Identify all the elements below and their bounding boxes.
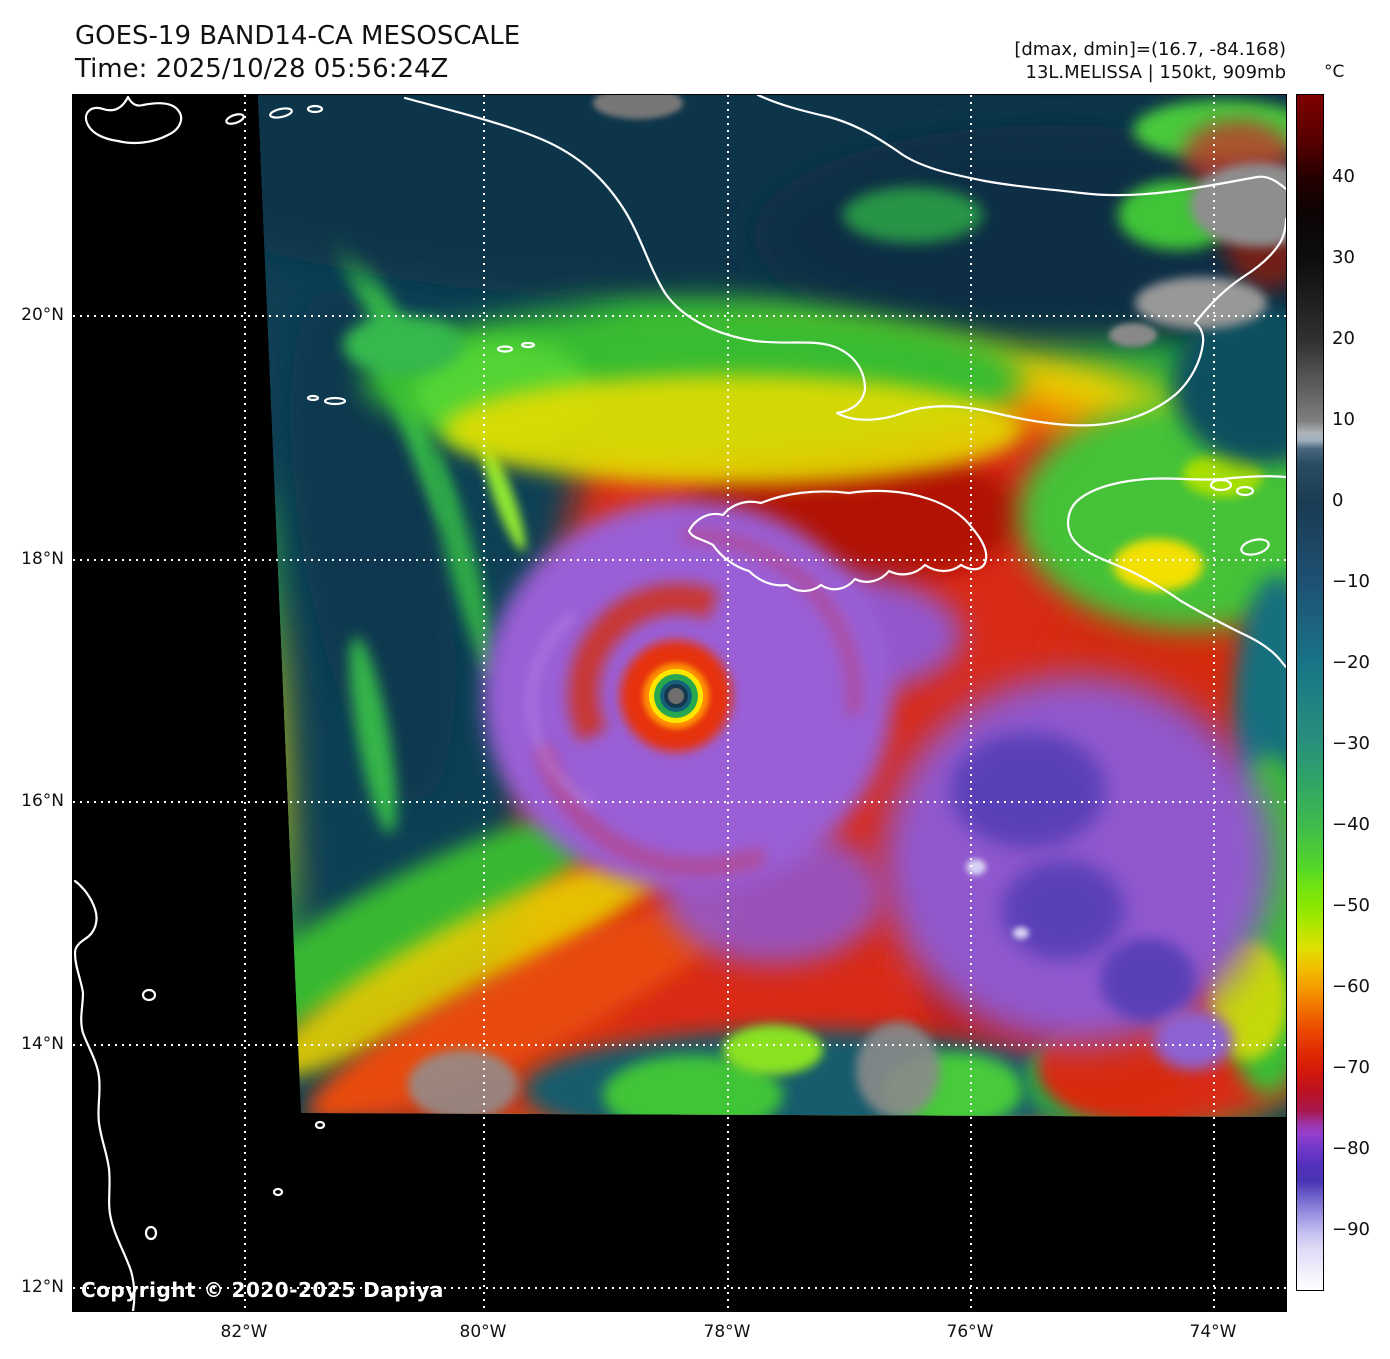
colorbar-tick: −20 <box>1332 652 1370 673</box>
colorbar-tick: 30 <box>1332 247 1355 268</box>
colorbar-tick: −80 <box>1332 1138 1370 1159</box>
lon-label-78w: 78°W <box>703 1322 751 1342</box>
lon-label-82w: 82°W <box>220 1322 268 1342</box>
lat-label-14n: 14°N <box>21 1034 64 1054</box>
colorbar-tick: −40 <box>1332 814 1370 835</box>
product-title: GOES-19 BAND14-CA MESOSCALE <box>75 21 521 51</box>
satellite-imagery <box>73 95 1286 1311</box>
colorbar-tick: 10 <box>1332 409 1355 430</box>
colorbar-tick: 20 <box>1332 328 1355 349</box>
lon-label-80w: 80°W <box>459 1322 507 1342</box>
colorbar-tick: −50 <box>1332 895 1370 916</box>
title-block: GOES-19 BAND14-CA MESOSCALE Time: 2025/1… <box>75 20 520 86</box>
storm-status: 13L.MELISSA | 150kt, 909mb <box>1025 62 1287 83</box>
info-block: [dmax, dmin]=(16.7, -84.168) 13L.MELISSA… <box>1014 38 1286 84</box>
colorbar-unit-label: °C <box>1324 62 1345 82</box>
colorbar-tick: −70 <box>1332 1057 1370 1078</box>
lon-label-76w: 76°W <box>946 1322 994 1342</box>
colorbar-tick: −90 <box>1332 1219 1370 1240</box>
lon-label-74w: 74°W <box>1189 1322 1237 1342</box>
lat-label-12n: 12°N <box>21 1277 64 1297</box>
colorbar-tick: 0 <box>1332 490 1344 511</box>
colorbar-tick: −30 <box>1332 733 1370 754</box>
ir-imagery-art <box>258 95 1286 1117</box>
lat-label-20n: 20°N <box>21 305 64 325</box>
colorbar-tick: −60 <box>1332 976 1370 997</box>
satellite-map: Copyright © 2020-2025 Dapiya <box>72 94 1287 1312</box>
colorbar <box>1296 94 1324 1291</box>
copyright-watermark: Copyright © 2020-2025 Dapiya <box>81 1278 444 1302</box>
lat-label-16n: 16°N <box>21 791 64 811</box>
colorbar-tick: −10 <box>1332 571 1370 592</box>
dmax-dmin-readout: [dmax, dmin]=(16.7, -84.168) <box>1014 39 1286 60</box>
timestamp: Time: 2025/10/28 05:56:24Z <box>75 54 449 84</box>
lat-label-18n: 18°N <box>21 549 64 569</box>
coastlines <box>73 95 1286 1311</box>
colorbar-tick: 40 <box>1332 166 1355 187</box>
